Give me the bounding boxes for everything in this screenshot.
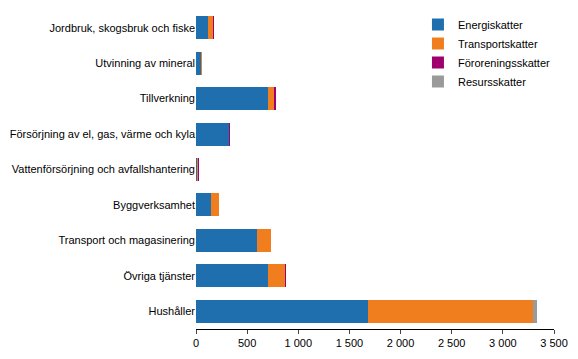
svg-text:3 000: 3 000 [489,337,517,349]
svg-text:2 000: 2 000 [387,337,415,349]
svg-text:Jordbruk, skogsbruk och fiske: Jordbruk, skogsbruk och fiske [49,22,195,34]
svg-text:Vattenförsörjning och avfallsh: Vattenförsörjning och avfallshantering [12,163,195,175]
svg-text:Föroreningsskatter: Föroreningsskatter [458,57,550,69]
svg-text:Resursskatter: Resursskatter [458,76,526,88]
svg-text:Övriga tjänster: Övriga tjänster [123,270,195,282]
svg-text:Utvinning av mineral: Utvinning av mineral [95,57,195,69]
svg-text:Transport och magasinering: Transport och magasinering [58,234,195,246]
svg-text:2 500: 2 500 [438,337,466,349]
svg-text:500: 500 [238,337,256,349]
svg-text:Tillverkning: Tillverkning [140,92,195,104]
svg-text:0: 0 [193,337,199,349]
svg-text:Hushåller: Hushåller [149,305,196,317]
svg-text:Byggverksamhet: Byggverksamhet [113,199,195,211]
svg-text:Transportskatter: Transportskatter [458,38,538,50]
svg-text:1 500: 1 500 [336,337,364,349]
svg-text:Energiskatter: Energiskatter [458,19,523,31]
svg-text:Försörjning av el, gas, värme: Försörjning av el, gas, värme och kyla [10,128,196,140]
svg-text:3 500: 3 500 [540,337,568,349]
svg-text:1 000: 1 000 [285,337,313,349]
